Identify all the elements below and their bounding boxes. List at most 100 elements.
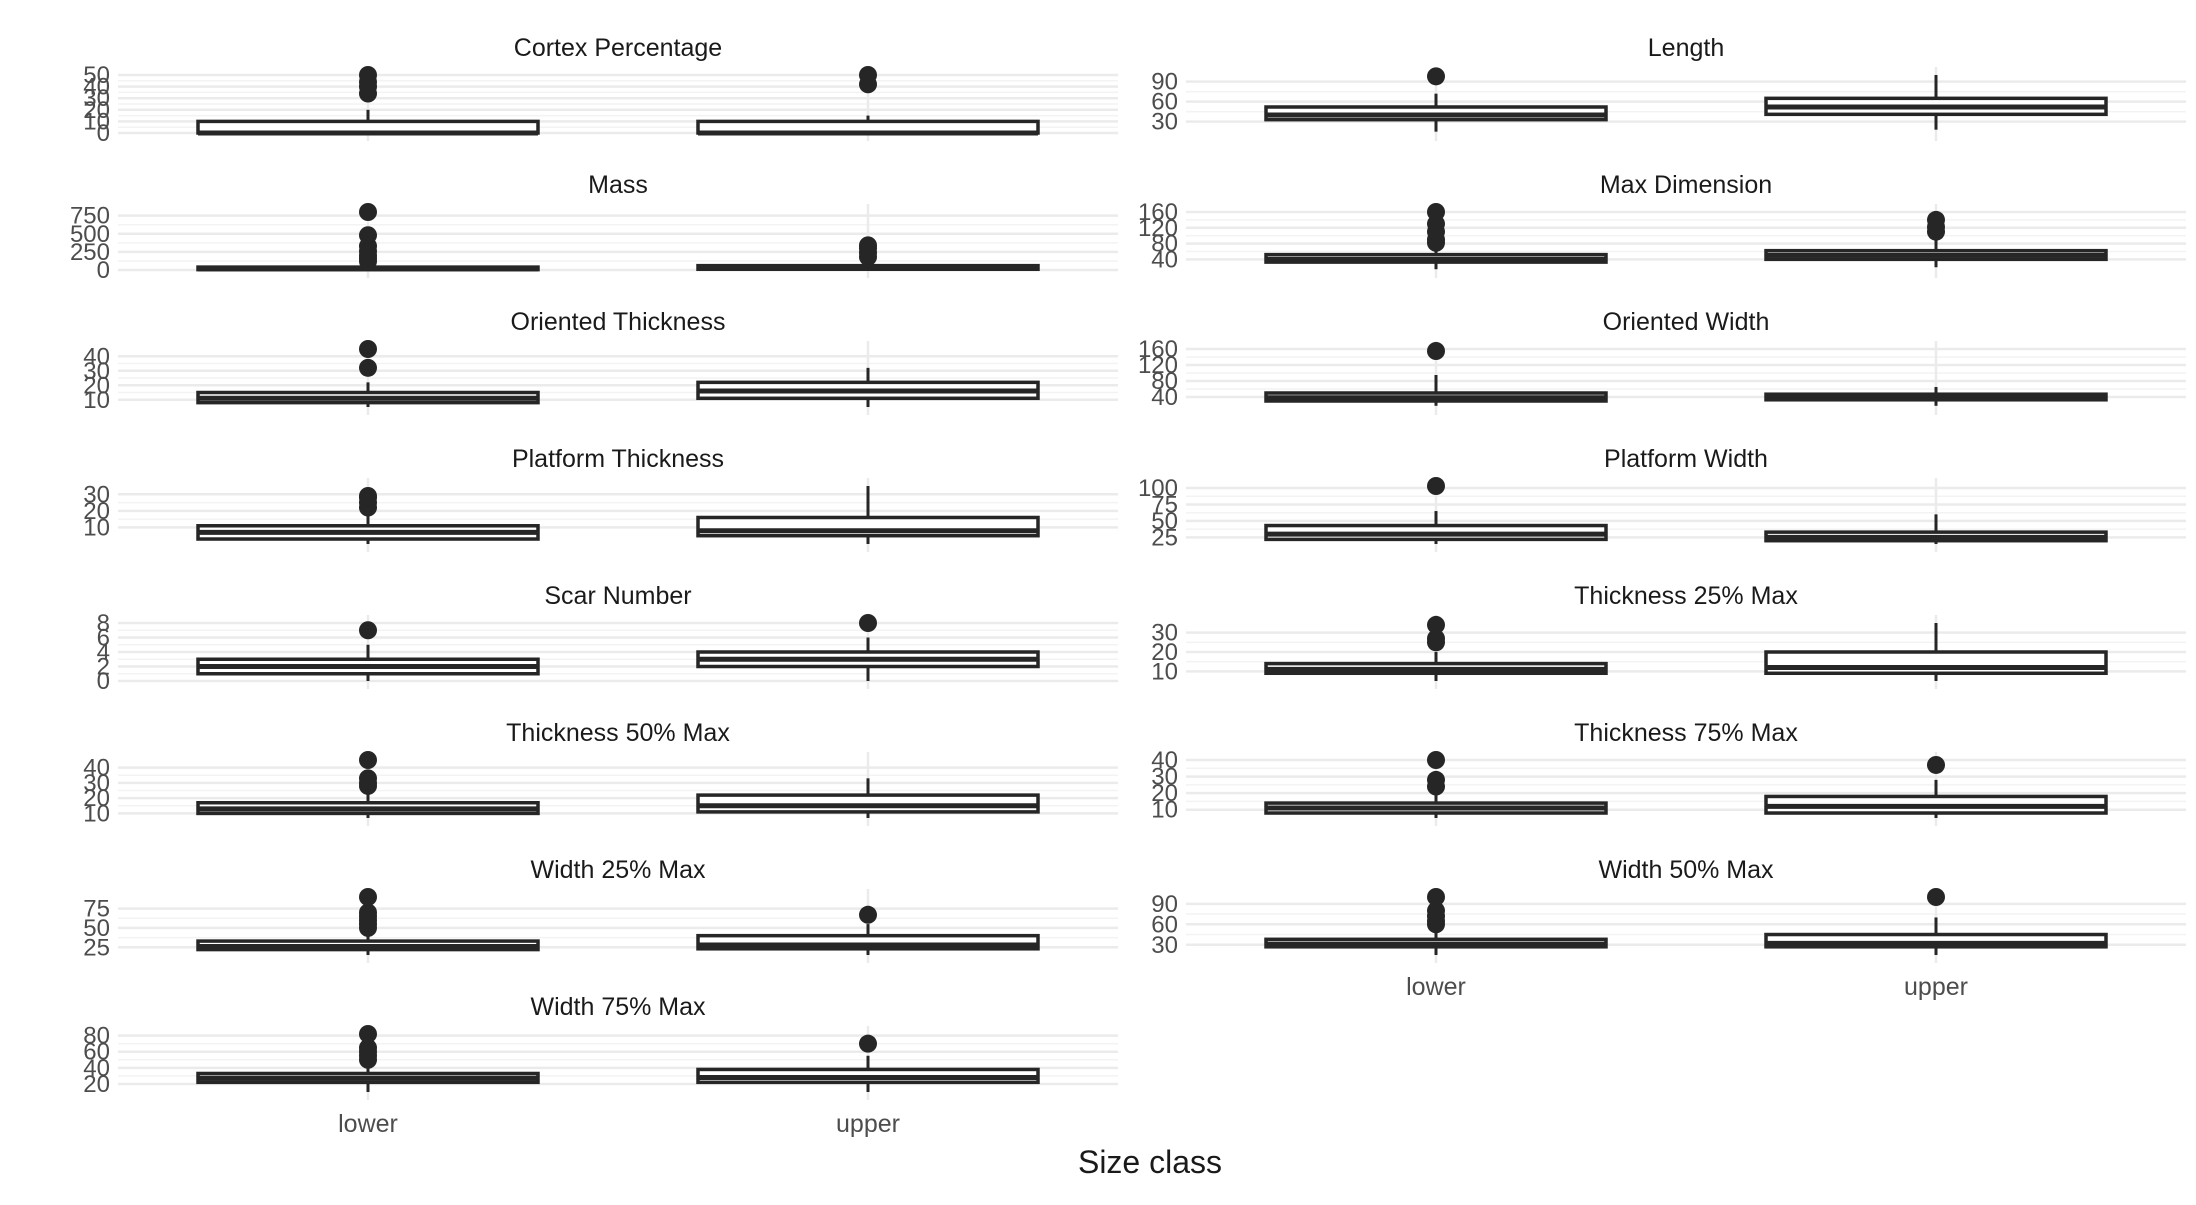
y-tick-label: 30 bbox=[83, 770, 110, 797]
outlier-point bbox=[359, 358, 377, 377]
outlier-point bbox=[359, 903, 377, 922]
y-tick-label: 75 bbox=[83, 896, 110, 923]
y-tick-label: 20 bbox=[83, 498, 110, 525]
outlier-point bbox=[1927, 888, 1945, 906]
y-tick-label: 30 bbox=[83, 85, 110, 112]
y-tick-label: 2 bbox=[97, 654, 110, 681]
outlier-point bbox=[1427, 629, 1445, 648]
outlier-point bbox=[359, 66, 377, 84]
outlier-point bbox=[1427, 67, 1445, 86]
outlier-point bbox=[859, 66, 877, 84]
panel-title-oriented-width: Oriented Width bbox=[1603, 308, 1770, 336]
y-tick-label: 20 bbox=[1151, 780, 1178, 807]
y-tick-label: 75 bbox=[1151, 491, 1178, 518]
y-tick-label: 30 bbox=[1151, 620, 1178, 647]
x-tick-label-lower: lower bbox=[338, 1110, 398, 1138]
y-tick-label: 250 bbox=[70, 239, 110, 266]
y-tick-label: 10 bbox=[83, 514, 110, 541]
outlier-point bbox=[359, 1025, 377, 1043]
panel-title-max-dimension: Max Dimension bbox=[1600, 171, 1772, 199]
y-tick-label: 10 bbox=[83, 387, 110, 414]
y-tick-label: 30 bbox=[83, 481, 110, 508]
outlier-point bbox=[359, 751, 377, 769]
y-tick-label: 160 bbox=[1138, 336, 1178, 363]
outlier-point bbox=[359, 621, 377, 640]
y-tick-label: 40 bbox=[83, 755, 110, 782]
outlier-point bbox=[359, 888, 377, 906]
y-tick-label: 30 bbox=[1151, 764, 1178, 791]
y-tick-label: 750 bbox=[70, 203, 110, 230]
y-tick-label: 0 bbox=[97, 668, 110, 695]
y-tick-label: 500 bbox=[70, 221, 110, 248]
y-tick-label: 40 bbox=[1151, 747, 1178, 774]
y-tick-label: 20 bbox=[83, 1071, 110, 1098]
x-tick-label-upper: upper bbox=[836, 1110, 900, 1138]
y-tick-label: 40 bbox=[1151, 246, 1178, 273]
outlier-point bbox=[1427, 770, 1445, 789]
y-tick-label: 90 bbox=[1151, 891, 1178, 918]
outlier-point bbox=[359, 340, 377, 358]
outlier-point bbox=[1427, 615, 1445, 634]
outlier-point bbox=[859, 1034, 877, 1053]
panel-title-width-25-max: Width 25% Max bbox=[530, 856, 706, 884]
y-tick-label: 120 bbox=[1138, 215, 1178, 242]
outlier-point bbox=[359, 1038, 377, 1057]
y-tick-label: 40 bbox=[83, 1055, 110, 1082]
y-tick-label: 10 bbox=[1151, 797, 1178, 824]
outlier-point bbox=[1427, 203, 1445, 221]
panel-title-width-50-max: Width 50% Max bbox=[1598, 856, 1774, 884]
y-tick-label: 8 bbox=[97, 610, 110, 637]
box-upper bbox=[1764, 650, 2108, 676]
y-tick-label: 50 bbox=[83, 915, 110, 942]
panel-title-scar-number: Scar Number bbox=[544, 582, 691, 610]
outlier-point bbox=[1427, 342, 1445, 360]
outlier-point bbox=[859, 905, 877, 924]
y-tick-label: 10 bbox=[83, 108, 110, 135]
y-tick-label: 10 bbox=[83, 800, 110, 827]
y-tick-label: 60 bbox=[1151, 911, 1178, 938]
y-tick-label: 80 bbox=[1151, 231, 1178, 258]
y-tick-label: 40 bbox=[83, 343, 110, 370]
y-tick-label: 90 bbox=[1151, 69, 1178, 96]
x-axis-label: Size class bbox=[1078, 1144, 1222, 1180]
y-tick-label: 0 bbox=[97, 120, 110, 147]
y-tick-label: 6 bbox=[97, 625, 110, 652]
panel-title-cortex-percentage: Cortex Percentage bbox=[514, 34, 722, 62]
y-tick-label: 20 bbox=[83, 785, 110, 812]
panel-title-thickness-25-max: Thickness 25% Max bbox=[1574, 582, 1798, 610]
x-tick-label-lower: lower bbox=[1406, 973, 1466, 1001]
outlier-point bbox=[859, 236, 877, 255]
y-tick-label: 20 bbox=[83, 372, 110, 399]
outlier-point bbox=[1427, 751, 1445, 769]
outlier-point bbox=[859, 614, 877, 632]
y-tick-label: 120 bbox=[1138, 352, 1178, 379]
y-tick-label: 50 bbox=[1151, 508, 1178, 535]
outlier-point bbox=[1427, 888, 1445, 906]
outlier-point bbox=[359, 486, 377, 505]
y-tick-label: 40 bbox=[83, 74, 110, 101]
y-tick-label: 60 bbox=[83, 1039, 110, 1066]
outlier-point bbox=[1427, 477, 1445, 495]
panel-title-mass: Mass bbox=[588, 171, 648, 199]
outlier-point bbox=[359, 203, 377, 221]
panel-title-width-75-max: Width 75% Max bbox=[530, 993, 706, 1021]
panel-title-thickness-75-max: Thickness 75% Max bbox=[1574, 719, 1798, 747]
y-tick-label: 0 bbox=[97, 257, 110, 284]
y-tick-label: 80 bbox=[1151, 368, 1178, 395]
y-tick-label: 10 bbox=[1151, 658, 1178, 685]
panel-title-thickness-50-max: Thickness 50% Max bbox=[506, 719, 730, 747]
y-tick-label: 160 bbox=[1138, 199, 1178, 226]
y-tick-label: 30 bbox=[1151, 932, 1178, 959]
y-tick-label: 20 bbox=[1151, 639, 1178, 666]
y-tick-label: 100 bbox=[1138, 475, 1178, 502]
panel-title-platform-thickness: Platform Thickness bbox=[512, 445, 724, 473]
panel-title-oriented-thickness: Oriented Thickness bbox=[511, 308, 726, 336]
y-tick-label: 30 bbox=[1151, 109, 1178, 136]
panel-title-platform-width: Platform Width bbox=[1604, 445, 1768, 473]
outlier-point bbox=[359, 769, 377, 788]
outlier-point bbox=[1427, 901, 1445, 920]
y-tick-label: 50 bbox=[83, 62, 110, 89]
y-tick-label: 25 bbox=[83, 934, 110, 961]
